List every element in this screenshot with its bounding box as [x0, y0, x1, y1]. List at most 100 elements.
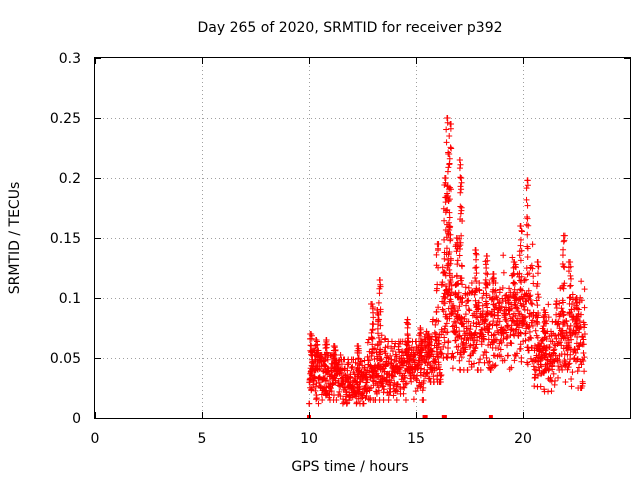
data-point [465, 297, 472, 304]
axis-ticks [95, 58, 630, 419]
data-point [436, 341, 443, 348]
data-point [322, 362, 329, 369]
data-point [323, 337, 330, 343]
data-point [483, 301, 490, 308]
data-point [493, 336, 500, 343]
data-point [473, 308, 480, 315]
data-point [315, 400, 322, 407]
data-point [576, 342, 583, 349]
data-point [391, 357, 398, 364]
y-tick-label: 0 [72, 411, 81, 427]
x-tick-label: 0 [91, 431, 100, 447]
data-point [417, 346, 424, 353]
data-point [581, 354, 588, 361]
data-point [342, 384, 349, 391]
data-point [558, 328, 565, 335]
data-point [524, 231, 531, 238]
data-point [524, 182, 531, 189]
data-point [437, 366, 444, 373]
data-point [426, 353, 433, 360]
data-point [490, 301, 497, 308]
data-point [491, 311, 498, 318]
data-point [443, 139, 450, 146]
data-point [390, 392, 397, 399]
data-point [328, 388, 335, 395]
data-point [430, 316, 437, 323]
data-point [521, 313, 528, 320]
data-point [537, 383, 544, 390]
data-point [402, 397, 409, 403]
data-point [396, 365, 403, 372]
data-points [306, 115, 588, 419]
data-point [562, 379, 569, 386]
data-point [355, 343, 362, 349]
data-point [309, 359, 316, 366]
data-point [408, 378, 415, 385]
data-point [580, 357, 587, 364]
data-point [485, 336, 492, 343]
data-point [567, 272, 574, 279]
data-point [567, 259, 574, 265]
x-axis-title: GPS time / hours [291, 459, 408, 475]
data-point [369, 335, 376, 342]
data-point [508, 340, 515, 347]
data-point [445, 231, 452, 238]
x-tick-label: 15 [407, 431, 425, 447]
data-point [457, 203, 464, 210]
data-point [417, 325, 424, 331]
data-point [356, 361, 363, 368]
data-point [381, 386, 388, 393]
data-point [473, 256, 480, 263]
data-point [559, 260, 566, 267]
data-point [515, 308, 522, 315]
data-point [322, 363, 329, 370]
data-point [340, 396, 347, 403]
data-point [483, 270, 490, 277]
data-point [558, 305, 565, 312]
data-point [522, 314, 529, 321]
data-point [468, 364, 475, 371]
data-point [509, 254, 516, 261]
data-point [559, 320, 566, 327]
data-point [429, 348, 436, 355]
data-point [374, 325, 381, 332]
data-point [509, 313, 516, 320]
data-point [479, 308, 486, 315]
data-point [403, 380, 410, 387]
data-point [517, 242, 524, 249]
data-point [425, 342, 432, 349]
data-point [440, 308, 447, 315]
data-point [453, 273, 460, 280]
data-point [457, 183, 464, 190]
data-point [465, 318, 472, 325]
data-point [581, 321, 588, 328]
data-point [338, 361, 345, 368]
data-point [448, 145, 455, 152]
data-point [307, 347, 314, 354]
data-point [471, 330, 478, 337]
data-point [541, 313, 548, 320]
data-point [545, 367, 552, 374]
data-point [498, 303, 505, 310]
data-point [456, 157, 463, 163]
data-point [504, 342, 511, 349]
data-point [531, 374, 538, 381]
data-point [483, 354, 490, 361]
data-point [511, 259, 518, 265]
data-point [443, 126, 450, 133]
data-point [457, 210, 464, 217]
data-point [559, 252, 566, 259]
data-point [477, 367, 484, 373]
data-point [497, 307, 504, 314]
data-point [369, 301, 376, 307]
data-point [472, 264, 479, 271]
data-point [518, 293, 525, 300]
data-point [534, 259, 541, 265]
data-point [558, 342, 565, 349]
chart-title: Day 265 of 2020, SRMTID for receiver p39… [197, 20, 502, 36]
data-point [506, 285, 513, 292]
data-point [517, 345, 524, 352]
data-point [541, 319, 548, 326]
data-point [505, 293, 512, 300]
data-point [508, 305, 515, 312]
